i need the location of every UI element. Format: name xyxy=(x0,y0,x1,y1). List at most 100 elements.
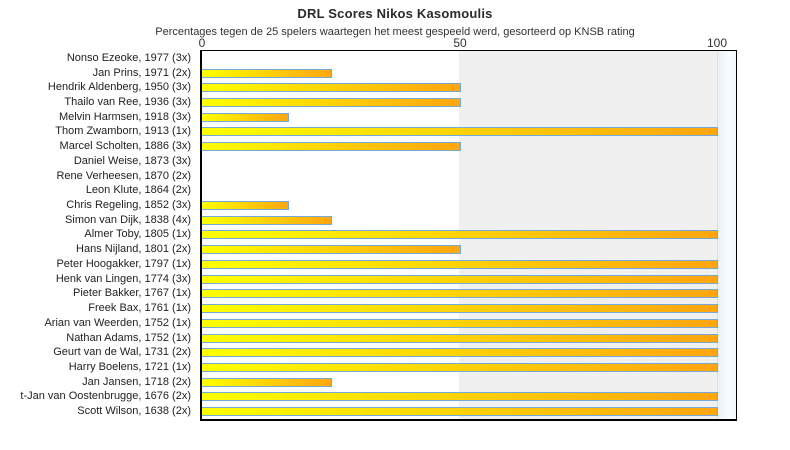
chart-row xyxy=(202,80,736,95)
y-axis-label-text: Pieter Bakker, 1767 (1x) xyxy=(72,287,191,300)
bar xyxy=(202,201,289,211)
chart-row xyxy=(202,169,736,184)
bar xyxy=(202,83,461,93)
bar xyxy=(202,333,718,343)
y-axis-label-text: Nathan Adams, 1752 (1x) xyxy=(66,331,191,344)
y-axis-label: Almer Toby, 1805 (1x) xyxy=(0,228,196,243)
chart-row xyxy=(202,66,736,81)
chart-row xyxy=(202,360,736,375)
y-axis-label: Henk van Lingen, 1774 (3x) xyxy=(0,272,196,287)
x-axis-tick-100: 100 xyxy=(706,36,728,50)
chart-row xyxy=(202,287,736,302)
y-axis-label: Jan Jansen, 1718 (2x) xyxy=(0,375,196,390)
y-axis-label: Daniel Weise, 1873 (3x) xyxy=(0,154,196,169)
y-axis-label-text: Rene Verheesen, 1870 (2x) xyxy=(56,169,191,182)
bar xyxy=(202,127,718,137)
bar xyxy=(202,274,718,284)
y-axis-label-text: Jan Jansen, 1718 (2x) xyxy=(82,375,191,388)
chart-row xyxy=(202,228,736,243)
x-axis-tick-0: 0 xyxy=(198,36,206,50)
chart-row xyxy=(202,316,736,331)
y-axis-label-text: Thom Zwamborn, 1913 (1x) xyxy=(55,125,191,138)
y-axis-label-text: Scott Wilson, 1638 (2x) xyxy=(77,405,191,418)
y-axis-label: Nonso Ezeoke, 1977 (3x) xyxy=(0,51,196,66)
bar xyxy=(202,362,718,372)
bar xyxy=(202,245,461,255)
y-axis-label-text: Peter Hoogakker, 1797 (1x) xyxy=(56,257,191,270)
y-axis-label-text: Hans Nijland, 1801 (2x) xyxy=(76,243,191,256)
y-axis-label: Hans Nijland, 1801 (2x) xyxy=(0,242,196,257)
x-axis-tick-50: 50 xyxy=(453,36,467,50)
chart-row xyxy=(202,51,736,66)
bar xyxy=(202,348,718,358)
y-axis-label: Chris Regeling, 1852 (3x) xyxy=(0,198,196,213)
bar xyxy=(202,407,718,417)
y-axis-label-text: Simon van Dijk, 1838 (4x) xyxy=(65,213,191,226)
chart-title: DRL Scores Nikos Kasomoulis xyxy=(297,6,493,21)
y-axis-label-text: t-Jan van Oostenbrugge, 1676 (2x) xyxy=(20,390,191,403)
chart-row xyxy=(202,331,736,346)
y-axis-label-text: Almer Toby, 1805 (1x) xyxy=(84,228,191,241)
y-axis-label-text: Henk van Lingen, 1774 (3x) xyxy=(55,272,191,285)
y-axis-label-text: Hendrik Aldenberg, 1950 (3x) xyxy=(47,81,191,94)
bar xyxy=(202,392,718,402)
chart-row xyxy=(202,390,736,405)
y-axis-label-text: Jan Prins, 1971 (2x) xyxy=(92,66,191,79)
y-axis-label: Rene Verheesen, 1870 (2x) xyxy=(0,169,196,184)
y-axis-label: Nathan Adams, 1752 (1x) xyxy=(0,331,196,346)
y-axis-label: Peter Hoogakker, 1797 (1x) xyxy=(0,257,196,272)
y-axis-label: Thailo van Ree, 1936 (3x) xyxy=(0,95,196,110)
chart-row xyxy=(202,404,736,419)
y-axis-label: Melvin Harmsen, 1918 (3x) xyxy=(0,110,196,125)
chart-row xyxy=(202,110,736,125)
chart-row xyxy=(202,139,736,154)
y-axis-label-text: Nonso Ezeoke, 1977 (3x) xyxy=(66,51,191,64)
bar xyxy=(202,112,289,122)
chart-row xyxy=(202,257,736,272)
chart-row xyxy=(202,272,736,287)
y-axis-label-text: Chris Regeling, 1852 (3x) xyxy=(66,199,191,212)
chart-row xyxy=(202,375,736,390)
chart-row xyxy=(202,301,736,316)
chart-row xyxy=(202,183,736,198)
bar xyxy=(202,318,718,328)
bar xyxy=(202,304,718,314)
y-axis-label-text: Marcel Scholten, 1886 (3x) xyxy=(59,140,191,153)
bar xyxy=(202,259,718,269)
bar xyxy=(202,215,332,225)
y-axis-label: Harry Boelens, 1721 (1x) xyxy=(0,360,196,375)
y-axis-label-text: Arian van Weerden, 1752 (1x) xyxy=(44,316,191,329)
y-axis-label: Marcel Scholten, 1886 (3x) xyxy=(0,139,196,154)
y-axis-label-text: Daniel Weise, 1873 (3x) xyxy=(73,154,191,167)
y-axis-label: Leon Klute, 1864 (2x) xyxy=(0,183,196,198)
bar xyxy=(202,289,718,299)
y-axis-label: Geurt van de Wal, 1731 (2x) xyxy=(0,345,196,360)
y-axis-labels: Nonso Ezeoke, 1977 (3x) Jan Prins, 1971 (… xyxy=(0,51,196,419)
y-axis-label-text: Leon Klute, 1864 (2x) xyxy=(85,184,191,197)
chart-row xyxy=(202,125,736,140)
y-axis-label: Jan Prins, 1971 (2x) xyxy=(0,66,196,81)
plot-rows xyxy=(202,51,736,419)
y-axis-label-text: Freek Bax, 1761 (1x) xyxy=(88,302,191,315)
y-axis-label: Pieter Bakker, 1767 (1x) xyxy=(0,287,196,302)
y-axis-label-text: Thailo van Ree, 1936 (3x) xyxy=(64,96,191,109)
chart-row xyxy=(202,154,736,169)
chart-row xyxy=(202,345,736,360)
y-axis-label-text: Geurt van de Wal, 1731 (2x) xyxy=(53,346,191,359)
bar xyxy=(202,98,461,108)
y-axis-label-text: Melvin Harmsen, 1918 (3x) xyxy=(58,110,191,123)
y-axis-label: Thom Zwamborn, 1913 (1x) xyxy=(0,125,196,140)
y-axis-label: Hendrik Aldenberg, 1950 (3x) xyxy=(0,80,196,95)
bar xyxy=(202,142,461,152)
plot-area xyxy=(200,50,737,421)
chart-row xyxy=(202,213,736,228)
y-axis-label: t-Jan van Oostenbrugge, 1676 (2x) xyxy=(0,390,196,405)
y-axis-label-text: Harry Boelens, 1721 (1x) xyxy=(68,360,191,373)
chart-row xyxy=(202,242,736,257)
y-axis-label: Arian van Weerden, 1752 (1x) xyxy=(0,316,196,331)
y-axis-label: Scott Wilson, 1638 (2x) xyxy=(0,404,196,419)
bar xyxy=(202,230,718,240)
chart-row xyxy=(202,198,736,213)
bar xyxy=(202,68,332,78)
